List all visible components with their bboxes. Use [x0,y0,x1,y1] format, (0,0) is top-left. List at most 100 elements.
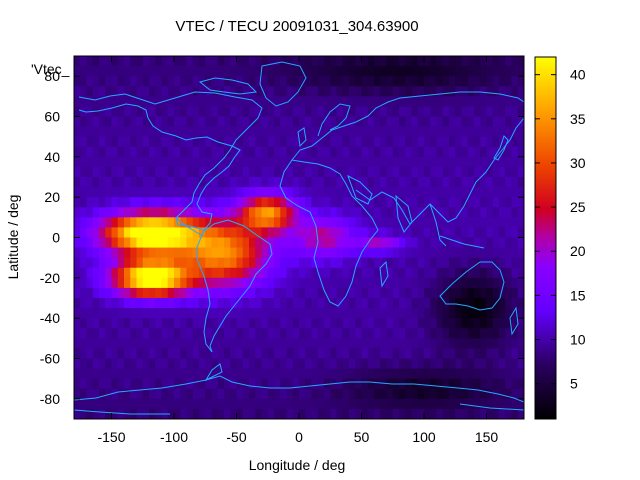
heatmap-cell [499,227,506,239]
heatmap-cell [167,187,175,198]
heatmap-cell [361,207,369,218]
heatmap-cell [305,207,313,218]
heatmap-cell [167,106,175,118]
heatmap-cell [174,227,181,239]
heatmap-cell [136,177,144,188]
heatmap-cell [305,287,313,299]
heatmap-cell [186,146,194,158]
heatmap-cell [374,298,381,309]
heatmap-cell [361,106,369,118]
heatmap-cell [361,237,369,249]
heatmap-cell [286,207,294,218]
heatmap-cell [261,207,269,218]
heatmap-cell [374,197,381,208]
heatmap-cell [236,156,244,168]
heatmap-cell [355,116,363,128]
heatmap-cell [280,146,288,158]
heatmap-cell [324,388,331,400]
heatmap-cell [92,66,100,77]
heatmap-cell [449,398,456,410]
heatmap-cell [455,318,463,329]
heatmap-cell [405,96,413,108]
heatmap-cell [486,298,494,309]
heatmap-cell [361,146,369,158]
heatmap-cell [374,96,381,108]
heatmap-cell [274,166,281,178]
heatmap-cell [399,217,406,229]
heatmap-cell [249,378,256,390]
heatmap-cell [392,277,400,289]
heatmap-cell [130,318,138,329]
heatmap-cell [430,177,438,188]
heatmap-cell [255,358,263,370]
heatmap-cell [430,308,438,319]
heatmap-cell [367,408,375,419]
heatmap-cell [336,217,344,229]
heatmap-cell [299,348,306,360]
heatmap-cell [205,217,213,229]
heatmap-cell [192,207,200,218]
heatmap-cell [211,126,219,138]
heatmap-cell [499,257,506,269]
heatmap-cell [405,56,413,67]
heatmap-cell [105,106,113,118]
heatmap-cell [349,308,356,319]
heatmap-cell [342,338,350,350]
heatmap-cell [449,338,456,350]
heatmap-cell [461,76,469,87]
heatmap-cell [117,298,125,309]
heatmap-cell [492,86,500,97]
heatmap-cell [261,277,269,289]
heatmap-cell [399,166,406,178]
heatmap-cell [149,156,156,168]
heatmap-cell [261,66,269,77]
heatmap-cell [161,126,169,138]
heatmap-cell [274,257,281,269]
heatmap-cell [349,56,356,67]
heatmap-cell [386,207,394,218]
heatmap-cell [267,237,275,249]
heatmap-cell [367,126,375,138]
coast-central-america [175,217,204,237]
heatmap-cell [417,318,425,329]
heatmap-cell [474,156,481,168]
heatmap-cell [205,298,213,309]
heatmap-cell [205,237,213,249]
heatmap-cell [261,398,269,410]
heatmap-cell [380,156,388,168]
heatmap-cell [117,177,125,188]
heatmap-cell [517,257,524,269]
heatmap-cell [424,156,431,168]
heatmap-cell [136,56,144,67]
heatmap-cell [86,96,94,108]
heatmap-cell [92,156,100,168]
heatmap-cell [161,388,169,400]
heatmap-cell [486,227,494,239]
heatmap-cell [224,146,231,158]
heatmap-cell [111,388,119,400]
coast-new-zealand [509,306,519,336]
heatmap-cell [424,177,431,188]
heatmap-cell [161,308,169,319]
heatmap-cell [242,66,250,77]
heatmap-cell [217,116,225,128]
heatmap-cell [442,318,450,329]
heatmap-cell [474,338,481,350]
heatmap-cell [492,106,500,118]
heatmap-cell [292,358,300,370]
heatmap-cell [155,76,163,87]
heatmap-cell [199,308,206,319]
heatmap-cell [405,86,413,97]
heatmap-cell [186,207,194,218]
heatmap-cell [474,237,481,249]
heatmap-cell [511,116,519,128]
heatmap-cell [486,207,494,218]
heatmap-cell [161,76,169,87]
heatmap-cell [511,96,519,108]
heatmap-cell [386,136,394,148]
heatmap-cell [430,86,438,97]
heatmap-cell [199,378,206,390]
heatmap-cell [80,66,88,77]
heatmap-cell [242,177,250,188]
heatmap-cell [174,197,181,208]
